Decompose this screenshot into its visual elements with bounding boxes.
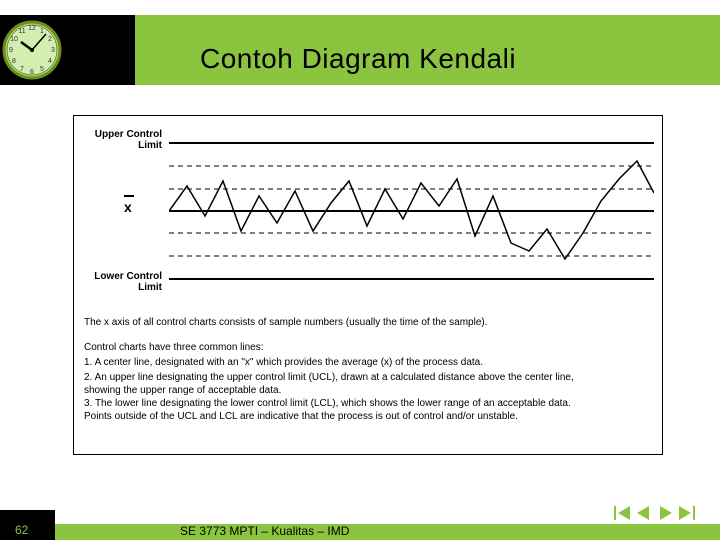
svg-text:3: 3 [51,47,55,54]
chart-svg [169,131,654,291]
footer-text: SE 3773 MPTI – Kualitas – IMD [180,524,349,538]
control-chart: Upper ControlLimit x Lower ControlLimit [74,116,664,306]
svg-text:12: 12 [28,25,36,32]
nav-next-icon[interactable] [656,506,674,520]
footer-green-bar [0,524,720,540]
nav-buttons [614,506,695,520]
content-box: Upper ControlLimit x Lower ControlLimit … [73,115,663,455]
svg-text:6: 6 [30,69,34,76]
desc-line-2: Control charts have three common lines: [84,341,264,355]
svg-text:9: 9 [9,47,13,54]
page-number: 62 [15,523,28,537]
desc-line-4b: showing the upper range of acceptable da… [84,384,281,398]
nav-prev-icon[interactable] [635,506,653,520]
lcl-label: Lower ControlLimit [82,271,162,293]
svg-text:10: 10 [10,36,18,43]
svg-text:7: 7 [20,66,24,73]
page-title: Contoh Diagram Kendali [200,43,516,75]
svg-text:11: 11 [18,28,25,35]
desc-line-3: 1. A center line, designated with an "x"… [84,356,483,370]
desc-line-4: 2. An upper line designating the upper c… [84,371,574,385]
ucl-label: Upper ControlLimit [82,129,162,151]
desc-line-6: Points outside of the UCL and LCL are in… [84,410,518,424]
svg-text:5: 5 [40,66,44,73]
desc-line-1: The x axis of all control charts consist… [84,316,488,330]
svg-text:2: 2 [48,36,52,43]
clock-icon: 12 1 2 3 4 5 6 7 8 9 10 11 [2,20,62,80]
nav-last-icon[interactable] [677,506,695,520]
desc-line-5: 3. The lower line designating the lower … [84,397,571,411]
header-banner: 12 1 2 3 4 5 6 7 8 9 10 11 Contoh Diagra… [0,15,720,85]
svg-text:1: 1 [40,28,44,35]
center-label: x [124,199,132,215]
svg-text:4: 4 [48,58,52,65]
svg-text:8: 8 [12,58,16,65]
nav-first-icon[interactable] [614,506,632,520]
footer: 62 SE 3773 MPTI – Kualitas – IMD [0,510,720,540]
